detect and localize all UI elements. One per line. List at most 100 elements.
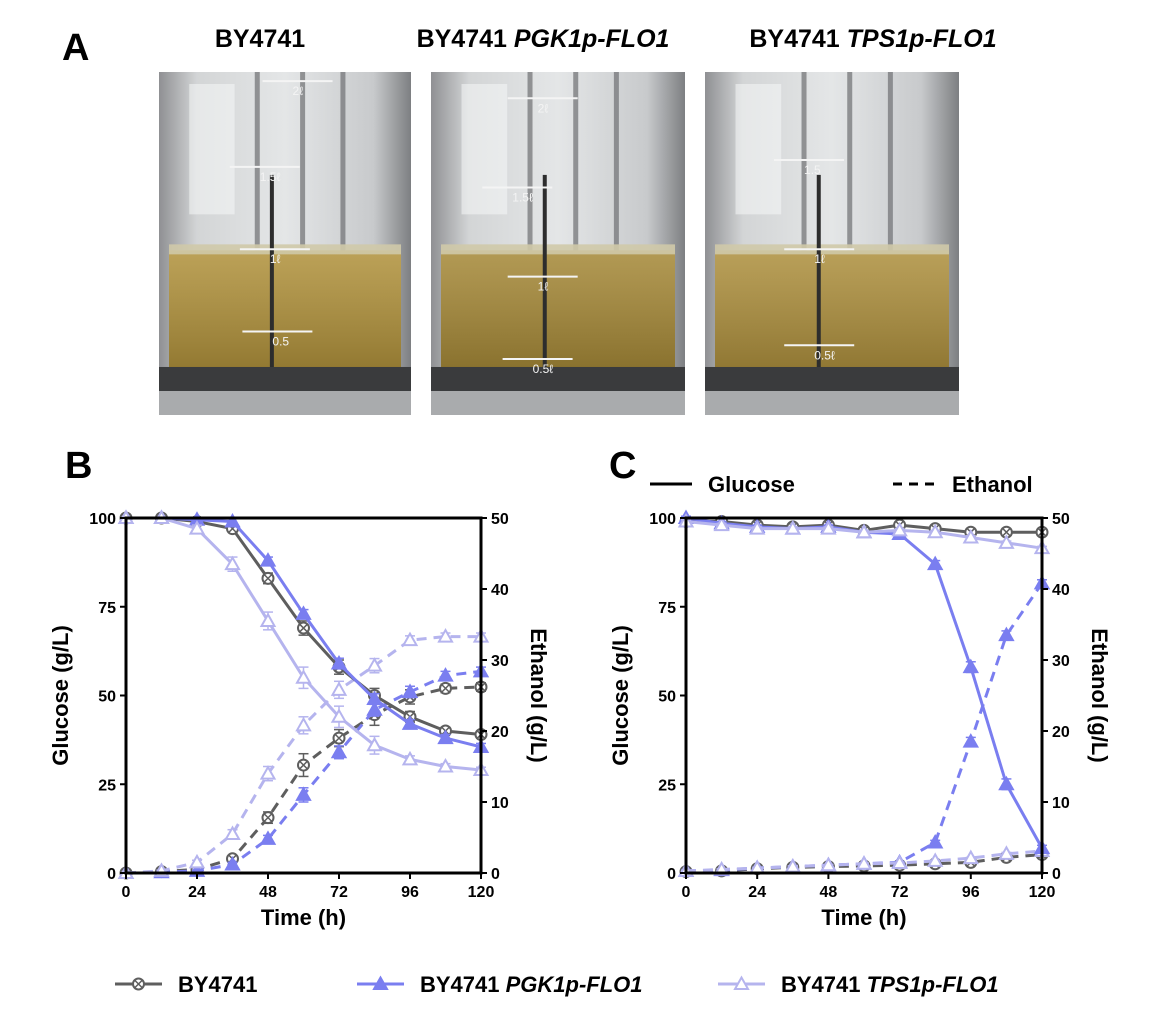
photo-title-3: BY4741 TPS1p-FLO1 bbox=[749, 25, 996, 53]
y-left-tick-label: 50 bbox=[658, 689, 676, 706]
line-style-glucose-label: Glucose bbox=[708, 472, 795, 497]
window-reflection bbox=[735, 84, 782, 215]
x-tick-label: 120 bbox=[468, 884, 495, 901]
data-point bbox=[891, 521, 908, 537]
data-point bbox=[962, 849, 980, 865]
y-left-tick-label: 100 bbox=[89, 511, 116, 528]
probe-rod bbox=[887, 72, 893, 319]
data-point bbox=[295, 669, 312, 684]
photo-title-1: BY4741 bbox=[215, 25, 305, 53]
vessel-base-rim bbox=[159, 390, 411, 415]
panel-letter-c: C bbox=[609, 445, 636, 487]
y-right-tick-label: 30 bbox=[491, 653, 509, 670]
data-point bbox=[926, 833, 944, 849]
photo-title-construct: PGK1p-FLO1 bbox=[514, 25, 670, 53]
legend-label: BY4741 TPS1p-FLO1 bbox=[781, 972, 999, 997]
data-point bbox=[366, 701, 383, 716]
probe-rod bbox=[340, 72, 346, 319]
data-point bbox=[330, 681, 348, 696]
x-tick-label: 72 bbox=[330, 884, 348, 901]
x-tick-label: 0 bbox=[682, 884, 691, 901]
stirrer-shaft bbox=[269, 174, 274, 409]
x-tick-label: 0 bbox=[122, 884, 131, 901]
x-axis-label: Time (h) bbox=[261, 905, 346, 930]
data-point bbox=[188, 520, 206, 535]
data-point bbox=[439, 681, 452, 695]
series-ethanol-circle bbox=[119, 680, 488, 880]
data-point bbox=[332, 731, 346, 745]
legend-marker bbox=[132, 977, 145, 991]
photo-title-strain: BY4741 bbox=[417, 25, 514, 53]
data-point bbox=[295, 716, 312, 732]
y-left-tick-label: 100 bbox=[649, 511, 676, 528]
reactor-photo-3: BY4741 TPS1p-FLO1 1.5 1ℓ 0.5ℓ bbox=[705, 25, 997, 415]
legend-construct: TPS1p-FLO1 bbox=[867, 972, 999, 997]
legend-strain: BY4741 bbox=[420, 972, 506, 997]
y-right-tick-label: 30 bbox=[1052, 653, 1070, 670]
photo-title-construct: TPS1p-FLO1 bbox=[847, 25, 997, 53]
y-right-tick-label: 50 bbox=[491, 511, 509, 528]
data-point bbox=[261, 811, 275, 825]
data-point bbox=[437, 628, 454, 643]
volume-mark-label: 0.5ℓ bbox=[533, 362, 554, 376]
data-point bbox=[224, 855, 241, 871]
x-tick-label: 96 bbox=[401, 884, 419, 901]
liquid-shading bbox=[169, 250, 401, 374]
data-point bbox=[261, 571, 275, 585]
data-point bbox=[330, 708, 348, 723]
y-right-tick-label: 20 bbox=[1052, 724, 1070, 741]
data-point bbox=[926, 523, 944, 539]
volume-mark-label: 0.5ℓ bbox=[814, 348, 835, 362]
legend-marker bbox=[372, 975, 389, 990]
series-line bbox=[685, 516, 1044, 849]
data-point bbox=[926, 852, 944, 867]
series-line bbox=[125, 685, 482, 875]
legend-item-2: BY4741 PGK1p-FLO1 bbox=[357, 972, 643, 997]
legend-item-3: BY4741 TPS1p-FLO1 bbox=[718, 972, 999, 997]
line-style-ethanol-label: Ethanol bbox=[952, 472, 1033, 497]
legend-label: BY4741 PGK1p-FLO1 bbox=[420, 972, 643, 997]
data-point bbox=[259, 612, 277, 627]
x-tick-label: 24 bbox=[188, 884, 206, 901]
legend-item-1: BY4741 bbox=[115, 972, 258, 997]
x-tick-label: 72 bbox=[891, 884, 909, 901]
volume-mark-label: 1ℓ bbox=[538, 280, 549, 294]
data-point bbox=[366, 657, 383, 672]
data-point bbox=[962, 528, 980, 544]
y-right-tick-label: 0 bbox=[1052, 866, 1061, 883]
foam-layer bbox=[441, 244, 675, 255]
probe-rod bbox=[847, 72, 853, 319]
data-point bbox=[259, 765, 277, 780]
plot-frame bbox=[124, 516, 483, 875]
series-glucose-triangle-open bbox=[117, 509, 490, 777]
volume-mark-label: 1ℓ bbox=[814, 252, 825, 266]
series-glucose-triangle-open bbox=[677, 513, 1051, 555]
x-tick-label: 96 bbox=[962, 884, 980, 901]
photo-panel: BY4741 2ℓ 1.5ℓ 1ℓ 0.5 BY4741 PGK1p-FLO1 2ℓ 1.5ℓ… bbox=[159, 25, 997, 415]
legend-label: BY4741 bbox=[178, 972, 258, 997]
volume-mark-label: 2ℓ bbox=[538, 101, 549, 115]
data-point bbox=[330, 655, 348, 670]
data-point bbox=[784, 520, 802, 535]
data-point bbox=[437, 667, 454, 682]
data-point bbox=[401, 631, 419, 647]
stirrer-shaft bbox=[542, 174, 547, 409]
series-ethanol-triangle-filled bbox=[677, 574, 1051, 877]
legend-strain: BY4741 bbox=[781, 972, 867, 997]
data-point bbox=[297, 758, 310, 772]
window-reflection bbox=[189, 84, 235, 215]
data-point bbox=[962, 733, 980, 748]
reactor-photo-2: BY4741 PGK1p-FLO1 2ℓ 1.5ℓ 1ℓ 0.5ℓ bbox=[417, 25, 685, 415]
probe-rod bbox=[573, 72, 579, 319]
photo-title-strain: BY4741 bbox=[215, 25, 305, 53]
data-point bbox=[998, 626, 1015, 642]
volume-mark-label: 1ℓ bbox=[270, 252, 281, 266]
data-point bbox=[891, 854, 908, 870]
data-point bbox=[713, 516, 730, 532]
legend-strain: BY4741 bbox=[178, 972, 258, 997]
data-point bbox=[401, 715, 419, 730]
y-right-axis-label: Ethanol (g/L) bbox=[526, 628, 551, 762]
